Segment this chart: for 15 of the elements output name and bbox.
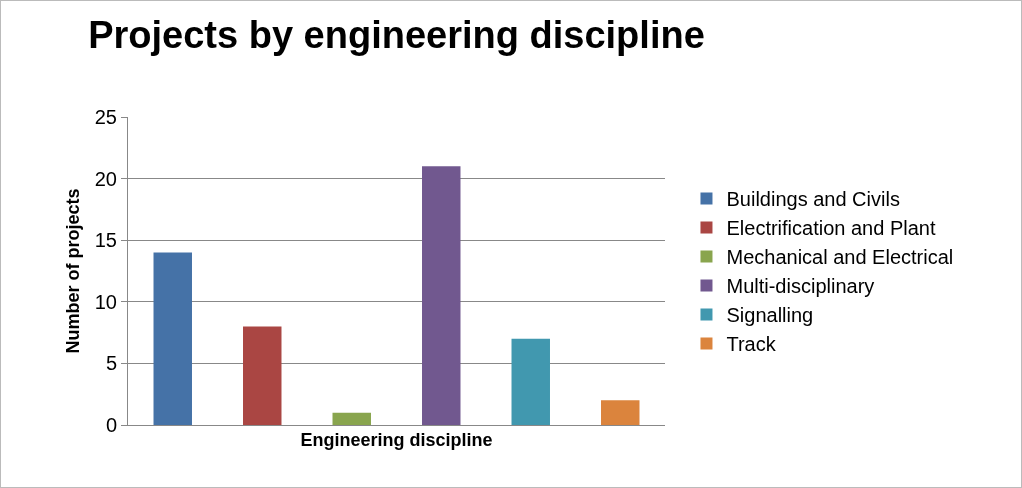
y-tick-label: 15 <box>94 229 117 252</box>
y-axis-title: Number of projects <box>62 188 83 354</box>
legend-label: Mechanical and Electrical <box>726 246 954 269</box>
legend-label: Signalling <box>726 304 814 327</box>
x-axis-title: Engineering discipline <box>300 430 493 451</box>
y-tick-label: 20 <box>94 167 117 190</box>
legend-label: Track <box>726 333 777 356</box>
chart-title: Projects by engineering discipline <box>88 14 705 57</box>
y-tick-label: 25 <box>94 106 117 128</box>
legend-label: Electrification and Plant <box>726 217 936 240</box>
y-tick-label: 10 <box>94 290 117 313</box>
legend-label: Multi-disciplinary <box>726 275 875 298</box>
legend-label: Buildings and Civils <box>726 188 900 211</box>
y-tick-label: 5 <box>105 352 117 375</box>
y-tick-label: 0 <box>105 414 117 436</box>
